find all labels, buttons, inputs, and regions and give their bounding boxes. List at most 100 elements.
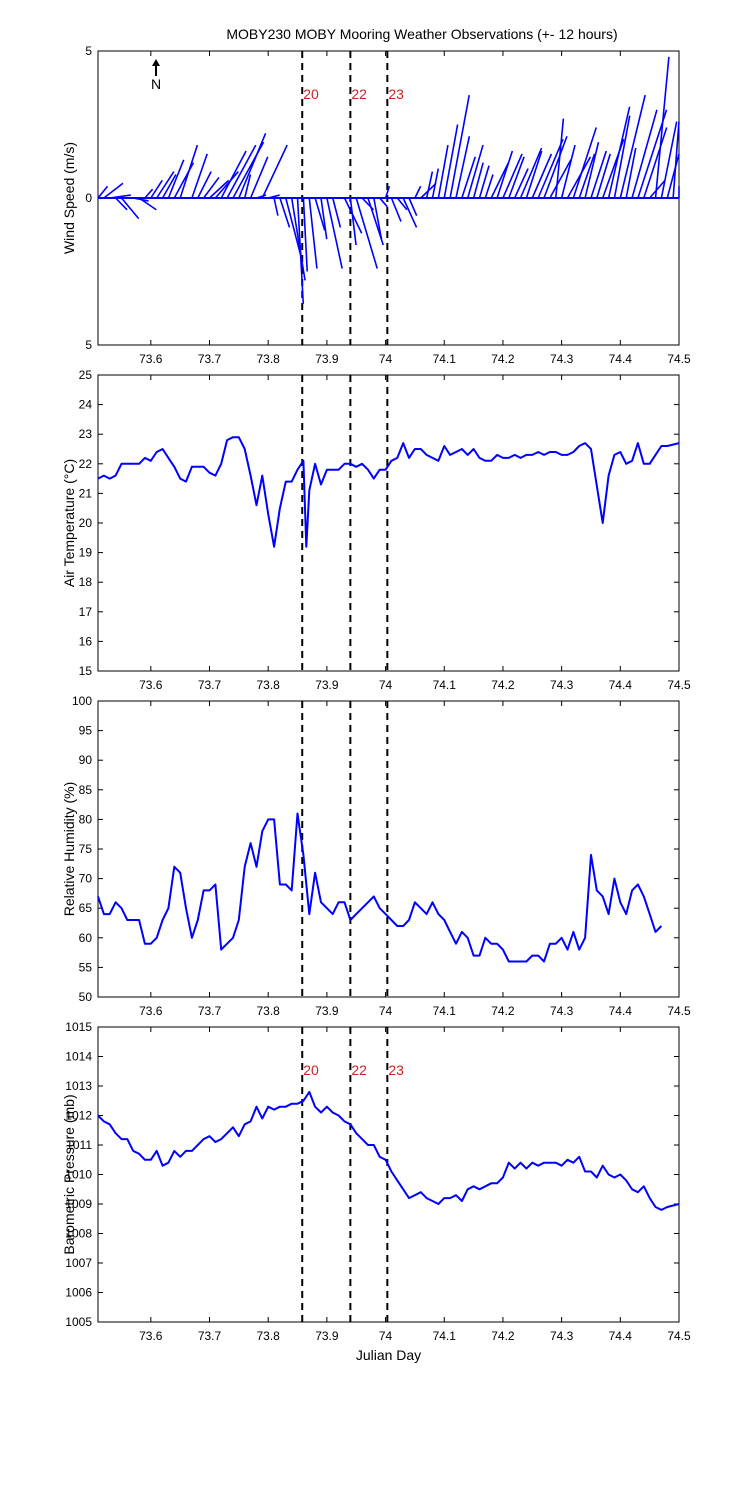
event-marker-label: 22	[351, 1062, 367, 1078]
chart-panel-2: 73.6 73.7 73.8 73.9 74 74.1 74.2 74.3 74.4 74.5 15…	[61, 368, 691, 692]
y-tick-label: 55	[79, 960, 93, 974]
wind-vector	[144, 188, 154, 199]
x-tick-label: 74.2	[491, 678, 515, 692]
x-tick-label: 74	[379, 352, 393, 366]
x-tick-label: 74.5	[667, 1329, 691, 1343]
wind-vector	[472, 162, 484, 199]
x-tick-label: 73.6	[139, 352, 163, 366]
y-tick-label: 16	[79, 634, 93, 648]
wind-vector	[220, 150, 247, 199]
y-tick-label: 1008	[65, 1227, 92, 1241]
x-tick-label: 74.2	[491, 1329, 515, 1343]
x-tick-label: 74.1	[433, 1004, 457, 1018]
x-tick-label: 74.3	[550, 1329, 574, 1343]
wind-vector	[596, 153, 611, 199]
y-tick-label: 1006	[65, 1286, 92, 1300]
wind-vector	[490, 162, 510, 199]
data-series-line	[97, 812, 663, 963]
y-tick-label: 17	[79, 605, 93, 619]
y-tick-label: 5	[85, 44, 92, 58]
wind-vector	[279, 197, 291, 228]
wind-vector	[437, 144, 449, 199]
wind-vector	[197, 171, 212, 199]
event-marker-label: 23	[388, 86, 404, 102]
wind-vector	[631, 109, 658, 199]
wind-vector	[161, 174, 177, 199]
y-tick-label: 80	[79, 812, 93, 826]
wind-vector	[179, 144, 199, 199]
x-tick-label: 74.5	[667, 352, 691, 366]
wind-vector	[373, 197, 383, 240]
y-tick-label: 1009	[65, 1197, 92, 1211]
wind-vector	[672, 121, 680, 199]
chart-panel-3: 73.6 73.7 73.8 73.9 74 74.1 74.2 74.3 74.4 74.5 50…	[61, 694, 691, 1018]
wind-vector	[109, 194, 131, 199]
wind-vector	[431, 168, 440, 199]
x-tick-label: 74.1	[433, 1329, 457, 1343]
wind-vector	[290, 197, 306, 281]
y-tick-label: 1011	[66, 1138, 92, 1152]
y-tick-label: 1012	[65, 1109, 92, 1123]
y-tick-label: 0	[85, 191, 92, 205]
x-tick-label: 74.3	[550, 1004, 574, 1018]
y-tick-label: 75	[79, 842, 93, 856]
wind-vector	[396, 197, 408, 211]
wind-vector	[226, 144, 257, 199]
wind-vector	[466, 144, 484, 199]
x-tick-label: 74.3	[550, 352, 574, 366]
x-tick-label: 73.9	[315, 1329, 339, 1343]
wind-vector	[138, 197, 157, 211]
wind-vector	[549, 159, 572, 199]
x-tick-label: 73.9	[315, 678, 339, 692]
y-tick-label: 23	[79, 427, 93, 441]
x-tick-label: 73.6	[139, 678, 163, 692]
wind-vector	[654, 56, 670, 199]
wind-vector	[261, 144, 288, 199]
y-tick-label: 22	[79, 457, 93, 471]
y-tick-label: 65	[79, 901, 93, 915]
event-marker-label: 20	[303, 86, 319, 102]
axes-frame	[97, 374, 680, 672]
x-tick-label: 74.3	[550, 678, 574, 692]
x-tick-label: 73.8	[257, 352, 281, 366]
x-tick-label: 73.6	[139, 1329, 163, 1343]
x-tick-label: 74.5	[667, 1004, 691, 1018]
north-arrow: N	[151, 59, 161, 92]
wind-vector	[384, 185, 391, 199]
wind-vector	[513, 168, 529, 199]
y-tick-label: 1005	[65, 1315, 92, 1329]
y-tick-label: 20	[79, 516, 93, 530]
y-tick-label: 100	[72, 694, 92, 708]
y-tick-label: 85	[79, 783, 93, 797]
x-tick-label: 73.9	[315, 352, 339, 366]
data-series-line	[97, 1090, 680, 1211]
wind-vector	[584, 141, 600, 199]
y-axis-label: Barometric Pressure (mb)	[61, 1094, 77, 1254]
north-arrow-head	[152, 59, 160, 66]
axes-frame	[97, 700, 680, 998]
y-tick-label: 19	[79, 546, 93, 560]
y-tick-label: 50	[79, 990, 93, 1004]
wind-vector	[156, 171, 175, 199]
chart-panel-4: 73.6 73.7 73.8 73.9 74 74.1 74.2 74.3 74.4 74.5 10…	[61, 1020, 691, 1363]
wind-vector	[296, 197, 305, 304]
wind-vector	[115, 197, 128, 211]
x-axis-label: Julian Day	[356, 1347, 421, 1363]
wind-vector	[572, 127, 598, 199]
wind-vector	[666, 153, 680, 199]
x-tick-label: 74.4	[609, 1004, 633, 1018]
x-tick-label: 74	[379, 1004, 393, 1018]
wind-vector	[402, 197, 418, 228]
wind-vector	[554, 118, 565, 199]
panels: 73.6 73.7 73.8 73.9 74 74.1 74.2 74.3 74.4 74.550…	[61, 44, 691, 1363]
wind-vector	[150, 179, 163, 199]
y-tick-label: 95	[79, 724, 93, 738]
x-tick-label: 74.4	[609, 678, 633, 692]
wind-vector	[208, 179, 230, 199]
wind-vector	[120, 197, 140, 220]
y-tick-label: 1015	[65, 1020, 92, 1034]
figure-title: MOBY230 MOBY Mooring Weather Observation…	[226, 26, 617, 42]
wind-vector	[590, 150, 608, 199]
wind-vector	[273, 197, 279, 216]
wind-vector	[326, 197, 343, 269]
